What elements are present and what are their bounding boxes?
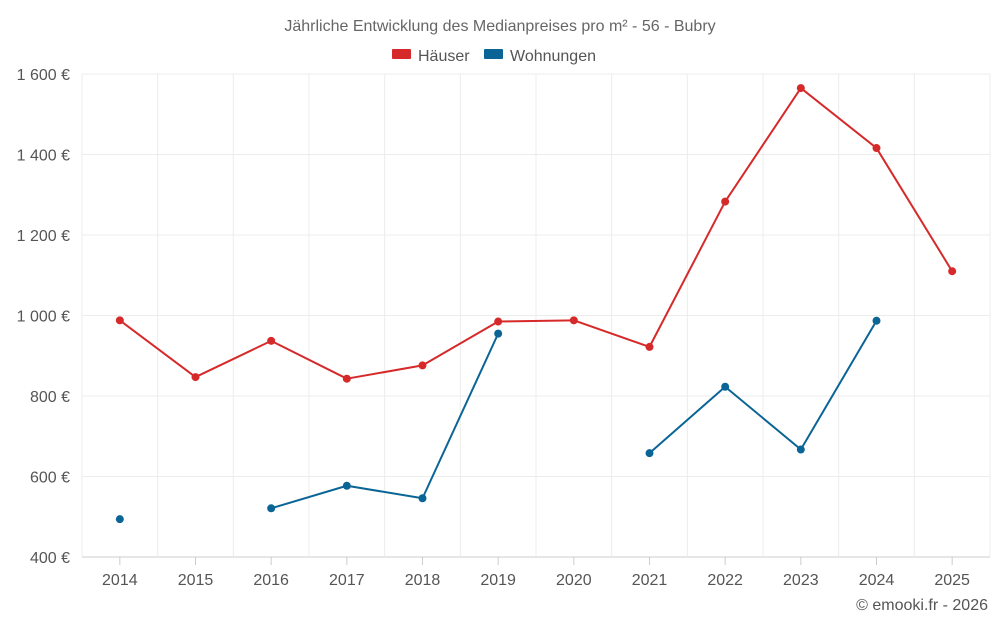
y-tick-label: 1 000 € <box>17 309 70 326</box>
data-point[interactable] <box>872 144 881 153</box>
y-tick-label: 800 € <box>30 389 70 406</box>
x-tick-label: 2019 <box>480 572 516 589</box>
data-point[interactable] <box>267 336 276 345</box>
x-axis: 2014 2015 2016 2017 2018 2019 2020 2021 2022 2023… <box>102 557 970 589</box>
data-point[interactable] <box>267 504 276 513</box>
series-group <box>115 84 957 524</box>
data-point[interactable] <box>796 84 805 93</box>
y-tick-label: 1 400 € <box>17 148 70 165</box>
y-tick-label: 600 € <box>30 470 70 487</box>
data-point[interactable] <box>342 374 351 383</box>
y-tick-label: 1 600 € <box>17 67 70 84</box>
x-tick-label: 2024 <box>859 572 895 589</box>
legend-swatch-haeuser <box>392 49 411 59</box>
data-point[interactable] <box>494 317 503 326</box>
data-point[interactable] <box>115 515 124 524</box>
chart-title: Jährliche Entwicklung des Medianpreises … <box>284 18 715 35</box>
legend-label-haeuser: Häuser <box>418 48 470 65</box>
data-point[interactable] <box>645 342 654 351</box>
grid <box>81 73 991 558</box>
data-point[interactable] <box>191 373 200 382</box>
data-point[interactable] <box>645 449 654 458</box>
y-tick-label: 1 200 € <box>17 228 70 245</box>
series-line <box>648 320 878 454</box>
y-tick-label: 400 € <box>30 550 70 567</box>
x-tick-label: 2021 <box>632 572 668 589</box>
data-point[interactable] <box>418 494 427 503</box>
data-point[interactable] <box>796 445 805 454</box>
data-point[interactable] <box>948 267 957 276</box>
x-tick-label: 2016 <box>253 572 289 589</box>
y-axis: 400 € 600 € 800 € 1 000 € 1 200 € 1 400 € 1 60… <box>17 67 70 567</box>
x-tick-label: 2014 <box>102 572 138 589</box>
legend-item-wohnungen[interactable]: Wohnungen <box>484 48 596 65</box>
data-point[interactable] <box>569 316 578 325</box>
x-tick-label: 2017 <box>329 572 365 589</box>
x-tick-label: 2025 <box>934 572 970 589</box>
data-point[interactable] <box>872 316 881 325</box>
series-1 <box>115 316 881 524</box>
data-point[interactable] <box>721 197 730 206</box>
x-tick-label: 2015 <box>178 572 214 589</box>
series-0 <box>115 84 957 383</box>
data-point[interactable] <box>494 329 503 338</box>
data-point[interactable] <box>721 382 730 391</box>
legend-swatch-wohnungen <box>484 49 503 59</box>
x-tick-label: 2020 <box>556 572 592 589</box>
legend-item-haeuser[interactable]: Häuser <box>392 48 470 65</box>
legend-label-wohnungen: Wohnungen <box>510 48 596 65</box>
x-tick-label: 2023 <box>783 572 819 589</box>
series-line <box>270 333 500 510</box>
data-point[interactable] <box>418 361 427 370</box>
data-point[interactable] <box>342 481 351 490</box>
credit-text: © emooki.fr - 2026 <box>856 597 988 614</box>
series-line <box>119 87 954 380</box>
legend: Häuser Wohnungen <box>392 48 596 65</box>
x-tick-label: 2018 <box>405 572 441 589</box>
x-tick-label: 2022 <box>707 572 743 589</box>
data-point[interactable] <box>115 316 124 325</box>
